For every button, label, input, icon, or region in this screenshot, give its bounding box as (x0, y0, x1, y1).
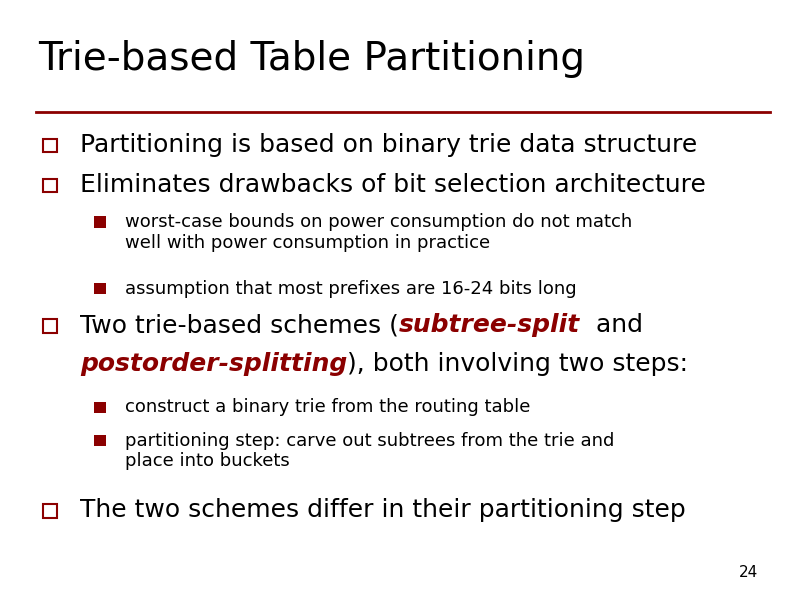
Text: ), both involving two steps:: ), both involving two steps: (347, 352, 688, 376)
Text: worst-case bounds on power consumption do not match
well with power consumption : worst-case bounds on power consumption d… (125, 213, 632, 252)
Text: and: and (580, 313, 643, 337)
Text: 24: 24 (739, 565, 758, 580)
Text: Partitioning is based on binary trie data structure: Partitioning is based on binary trie dat… (80, 133, 697, 157)
Text: partitioning step: carve out subtrees from the trie and
place into buckets: partitioning step: carve out subtrees fr… (125, 431, 615, 471)
Text: postorder-splitting: postorder-splitting (80, 352, 347, 376)
Text: assumption that most prefixes are 16-24 bits long: assumption that most prefixes are 16-24 … (125, 280, 576, 298)
Text: Eliminates drawbacks of bit selection architecture: Eliminates drawbacks of bit selection ar… (80, 173, 706, 197)
Text: Trie-based Table Partitioning: Trie-based Table Partitioning (38, 40, 585, 78)
Text: Two trie-based schemes (: Two trie-based schemes ( (80, 313, 399, 337)
Text: The two schemes differ in their partitioning step: The two schemes differ in their partitio… (80, 499, 686, 522)
Text: subtree-split: subtree-split (399, 313, 580, 337)
Text: construct a binary trie from the routing table: construct a binary trie from the routing… (125, 398, 530, 416)
